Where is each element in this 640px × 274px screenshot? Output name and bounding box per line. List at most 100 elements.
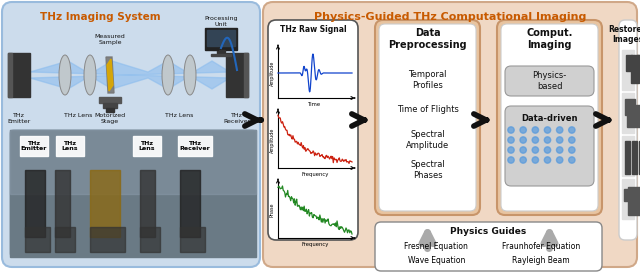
Bar	[10, 130, 256, 257]
Bar	[180, 170, 200, 237]
Circle shape	[556, 147, 563, 153]
Bar	[90, 227, 125, 252]
Circle shape	[532, 127, 538, 133]
Bar	[178, 136, 212, 156]
FancyBboxPatch shape	[375, 20, 480, 215]
Text: Data-driven: Data-driven	[521, 114, 578, 123]
Bar	[103, 103, 117, 108]
Text: THz Lens: THz Lens	[64, 113, 92, 118]
Bar	[25, 170, 45, 237]
Bar	[632, 141, 637, 174]
Text: Physics-
based: Physics- based	[532, 71, 566, 91]
Bar	[211, 54, 231, 56]
Bar	[205, 28, 237, 50]
Text: THz Lens: THz Lens	[165, 113, 193, 118]
Circle shape	[544, 147, 550, 153]
Bar	[622, 179, 634, 219]
Bar	[625, 141, 630, 174]
FancyBboxPatch shape	[268, 20, 358, 240]
Circle shape	[520, 127, 526, 133]
Ellipse shape	[59, 55, 71, 95]
Bar	[627, 105, 640, 127]
Text: Amplitude: Amplitude	[270, 127, 275, 153]
Bar	[106, 108, 114, 112]
Circle shape	[508, 127, 514, 133]
Circle shape	[568, 157, 575, 163]
Bar	[8, 53, 12, 97]
Bar	[56, 136, 84, 156]
Text: Frequency: Frequency	[301, 242, 329, 247]
Bar	[55, 170, 70, 237]
Text: Physics-Guided THz Computational Imaging: Physics-Guided THz Computational Imaging	[314, 12, 586, 22]
Ellipse shape	[84, 55, 96, 95]
Text: Motorized
Stage: Motorized Stage	[95, 113, 125, 124]
Bar	[55, 227, 75, 252]
Text: Time: Time	[308, 102, 321, 107]
Circle shape	[532, 147, 538, 153]
Bar	[25, 227, 50, 252]
Bar	[244, 53, 248, 97]
Circle shape	[532, 157, 538, 163]
Circle shape	[556, 157, 563, 163]
Text: Time of Flights: Time of Flights	[397, 105, 458, 115]
Circle shape	[568, 137, 575, 143]
FancyBboxPatch shape	[263, 2, 637, 267]
Polygon shape	[107, 59, 113, 91]
Circle shape	[544, 137, 550, 143]
Text: Restored
Images: Restored Images	[609, 25, 640, 44]
Circle shape	[556, 127, 563, 133]
Bar	[622, 136, 634, 176]
Circle shape	[544, 127, 550, 133]
Text: THz
Receiver: THz Receiver	[223, 113, 251, 124]
Circle shape	[520, 137, 526, 143]
Bar	[90, 170, 120, 237]
Bar	[8, 53, 30, 97]
Circle shape	[532, 137, 538, 143]
Text: Phase: Phase	[270, 203, 275, 217]
Bar	[140, 227, 160, 252]
Circle shape	[568, 147, 575, 153]
Text: THz
Receiver: THz Receiver	[180, 141, 211, 152]
Circle shape	[508, 147, 514, 153]
FancyBboxPatch shape	[505, 106, 594, 186]
FancyBboxPatch shape	[379, 24, 476, 211]
Bar	[622, 50, 634, 90]
Bar	[140, 170, 155, 237]
Circle shape	[508, 157, 514, 163]
Polygon shape	[106, 57, 114, 93]
Text: THz
Emitter: THz Emitter	[8, 113, 31, 124]
Circle shape	[520, 157, 526, 163]
Text: Temporal
Profiles: Temporal Profiles	[408, 70, 447, 90]
Bar	[226, 53, 248, 97]
Text: Amplitude: Amplitude	[270, 60, 275, 86]
Text: Processing
Unit: Processing Unit	[204, 16, 237, 27]
Bar	[20, 136, 48, 156]
Text: THz
Lens: THz Lens	[139, 141, 156, 152]
FancyBboxPatch shape	[505, 66, 594, 96]
Text: Data
Preprocessing: Data Preprocessing	[388, 28, 467, 50]
Bar	[637, 55, 640, 65]
FancyBboxPatch shape	[619, 20, 637, 240]
Bar	[624, 189, 629, 201]
Text: Wave Equation: Wave Equation	[408, 256, 465, 265]
Circle shape	[520, 147, 526, 153]
Text: THz Imaging System: THz Imaging System	[40, 12, 160, 22]
Bar	[626, 55, 632, 71]
Text: THz
Lens: THz Lens	[61, 141, 78, 152]
Text: Measured
Sample: Measured Sample	[95, 34, 125, 45]
Circle shape	[544, 157, 550, 163]
Bar	[133, 136, 161, 156]
FancyBboxPatch shape	[375, 222, 602, 271]
Text: Physics Guides: Physics Guides	[451, 227, 527, 236]
Bar	[217, 50, 225, 54]
Ellipse shape	[184, 55, 196, 95]
Ellipse shape	[162, 55, 174, 95]
Circle shape	[556, 137, 563, 143]
Bar	[631, 55, 639, 83]
Polygon shape	[30, 61, 230, 89]
Bar	[99, 97, 121, 103]
Text: Spectral
Amplitude: Spectral Amplitude	[406, 130, 449, 150]
Bar	[628, 187, 640, 215]
Circle shape	[508, 137, 514, 143]
Text: Fresnel Equation: Fresnel Equation	[404, 242, 468, 251]
